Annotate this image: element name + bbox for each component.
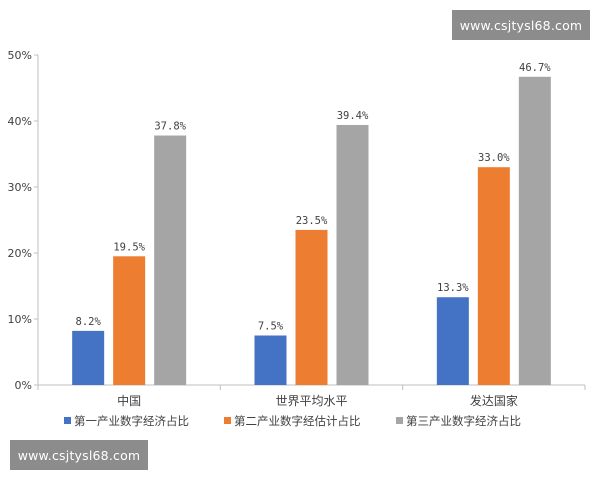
legend-label-1: 第一产业数字经济占比 [74,414,189,428]
bar-3-3 [518,76,551,385]
data-label: 33.0% [478,152,510,164]
data-label: 46.7% [519,62,551,74]
x-category-label: 世界平均水平 [275,394,347,408]
y-tick-label: 10% [8,313,32,326]
legend-label-2: 第二产业数字经估计占比 [234,414,361,428]
x-category-label: 发达国家 [470,393,518,408]
bar-2-1 [113,256,146,385]
data-label: 37.8% [154,121,186,133]
legend-swatch-2 [224,417,231,424]
legend-swatch-1 [64,417,71,424]
bar-1-3 [436,297,469,385]
watermark-bottom: www.csjtysl68.com [10,440,148,470]
bar-1-1 [72,330,105,385]
data-label: 19.5% [113,241,145,253]
y-tick-label: 0% [15,379,32,392]
data-label: 7.5% [258,321,284,333]
data-label: 8.2% [76,316,102,328]
y-tick-label: 40% [8,115,32,128]
bar-2-3 [477,167,510,385]
bar-3-2 [336,124,369,386]
legend-swatch-3 [396,417,403,424]
bar-1-2 [254,335,287,385]
bar-2-2 [295,229,328,385]
bar-3-1 [154,135,187,385]
data-label: 13.3% [437,282,469,294]
legend-label-3: 第三产业数字经济占比 [406,414,521,428]
watermark-top: www.csjtysl68.com [452,10,590,40]
x-category-label: 中国 [117,393,141,408]
data-label: 23.5% [296,215,328,227]
y-tick-label: 50% [8,49,32,62]
data-label: 39.4% [337,110,369,122]
y-tick-label: 20% [8,247,32,260]
y-tick-label: 30% [8,181,32,194]
